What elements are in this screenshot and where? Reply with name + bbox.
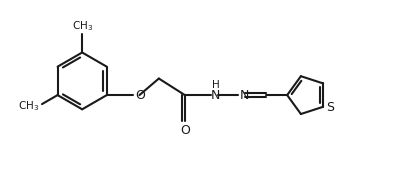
Text: H: H bbox=[213, 80, 220, 90]
Text: O: O bbox=[135, 89, 145, 102]
Text: N: N bbox=[240, 89, 249, 102]
Text: CH$_3$: CH$_3$ bbox=[71, 19, 93, 33]
Text: S: S bbox=[326, 101, 334, 114]
Text: N: N bbox=[210, 89, 220, 102]
Text: CH$_3$: CH$_3$ bbox=[18, 99, 39, 113]
Text: O: O bbox=[180, 124, 190, 137]
